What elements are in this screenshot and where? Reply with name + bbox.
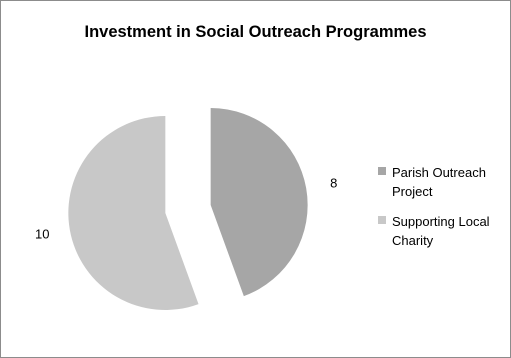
- pie-slice-supporting-local-charity: [68, 115, 199, 310]
- data-label-supporting-local-charity: 10: [35, 227, 49, 242]
- legend-label-parish-outreach-line-1: Parish Outreach: [392, 165, 486, 180]
- legend-label-parish-outreach-line-2: Project: [392, 184, 433, 199]
- legend-label-supporting-local-charity-line-1: Supporting Local: [392, 214, 490, 229]
- legend-swatch-parish-outreach: [378, 167, 386, 175]
- legend-item-supporting-local-charity: Supporting Local Charity: [378, 212, 511, 250]
- legend-label-supporting-local-charity-line-2: Charity: [392, 233, 434, 248]
- legend-swatch-supporting-local-charity: [378, 216, 386, 224]
- legend-item-parish-outreach: Parish Outreach Project: [378, 163, 511, 201]
- data-label-parish-outreach-project: 8: [330, 175, 337, 190]
- chart-title: Investment in Social Outreach Programmes: [84, 23, 427, 41]
- pie-slice-parish-outreach-project: [210, 108, 308, 297]
